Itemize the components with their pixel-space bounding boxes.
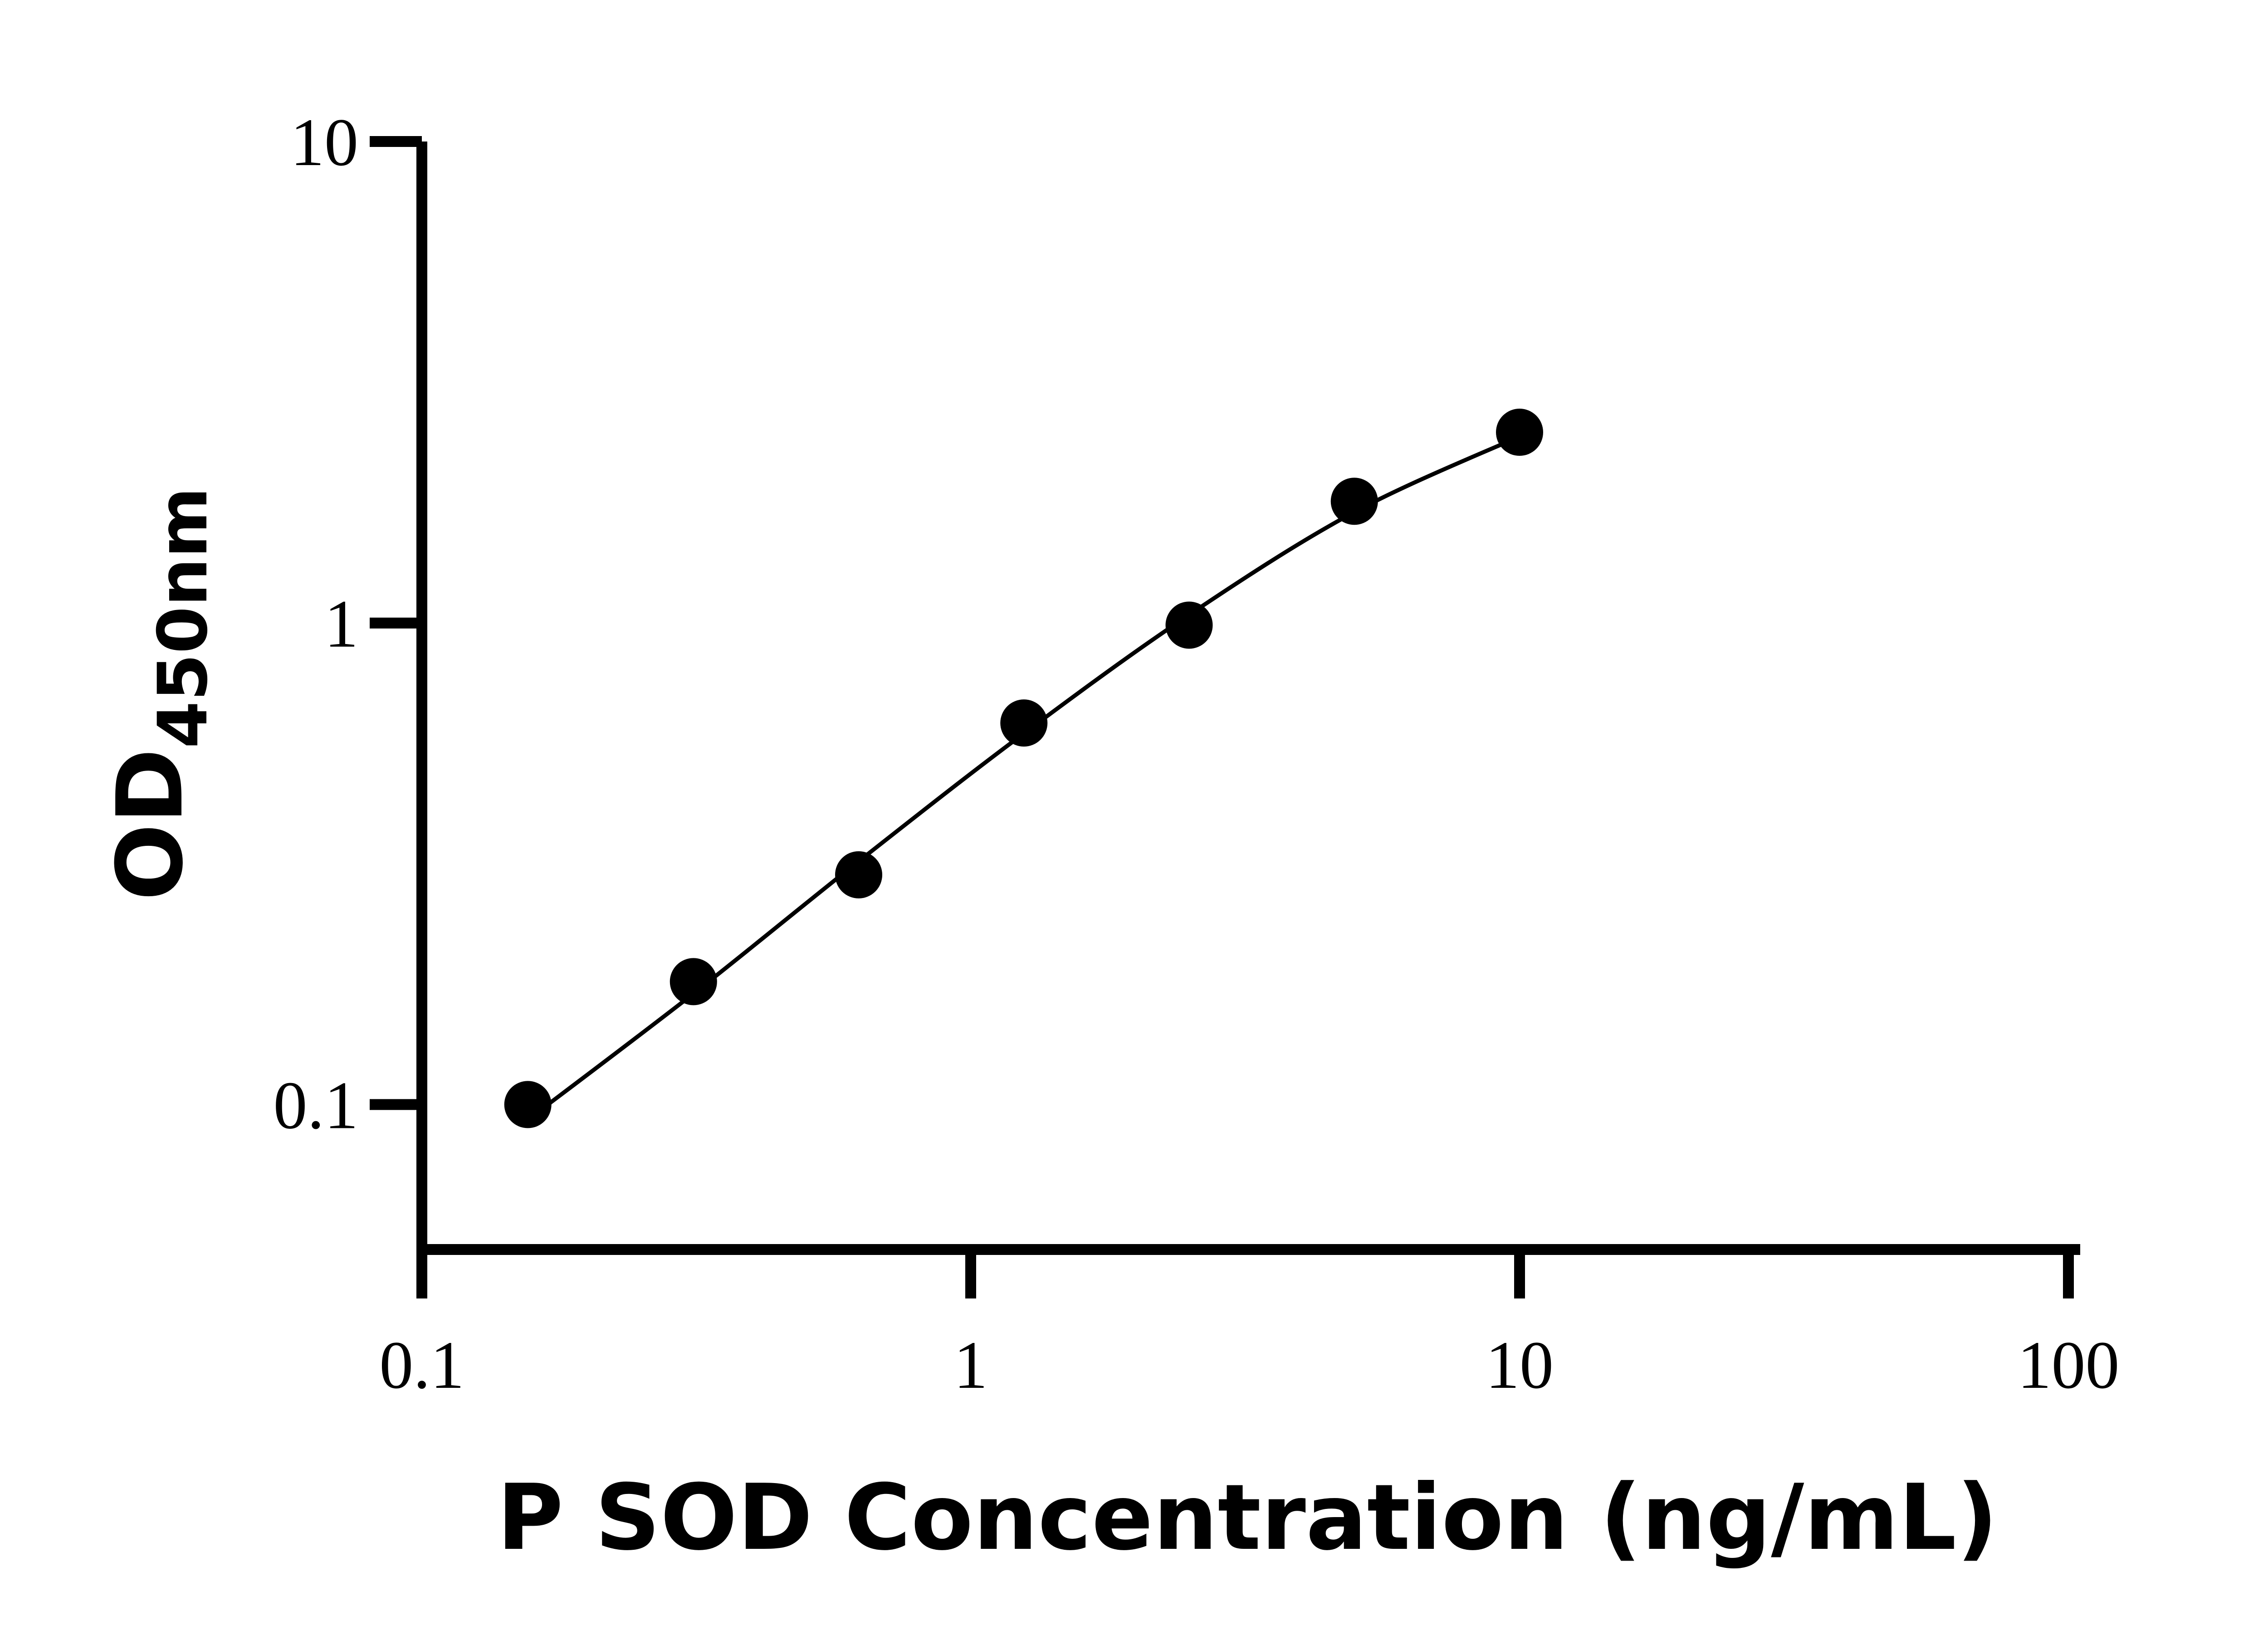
x-tick-label: 10 xyxy=(1486,1328,1554,1403)
y-axis-title-main: OD xyxy=(98,748,203,901)
data-point xyxy=(670,958,717,1005)
data-point xyxy=(1165,601,1213,649)
y-tick-label: 1 xyxy=(324,586,358,662)
x-ticks: 0.1 1 10 100 xyxy=(379,1250,2120,1403)
data-point xyxy=(504,1081,552,1128)
y-tick-label: 0.1 xyxy=(274,1068,359,1143)
fit-curve xyxy=(526,434,1520,1122)
data-point xyxy=(1496,409,1543,456)
data-point xyxy=(1330,478,1378,525)
y-ticks: 0.1 1 10 xyxy=(274,105,422,1143)
x-axis-title: P SOD Concentration (ng/mL) xyxy=(497,1465,1998,1571)
data-point xyxy=(1000,699,1048,747)
axes xyxy=(416,142,2080,1298)
data-point xyxy=(835,851,883,898)
y-tick-label: 10 xyxy=(290,105,358,180)
y-axis-title: OD450nm xyxy=(98,487,223,901)
x-tick-label: 100 xyxy=(2018,1328,2120,1403)
y-axis-title-subscript: 450nm xyxy=(144,487,223,748)
x-tick-label: 0.1 xyxy=(379,1328,464,1403)
x-tick-label: 1 xyxy=(954,1328,988,1403)
data-points xyxy=(504,409,1543,1128)
